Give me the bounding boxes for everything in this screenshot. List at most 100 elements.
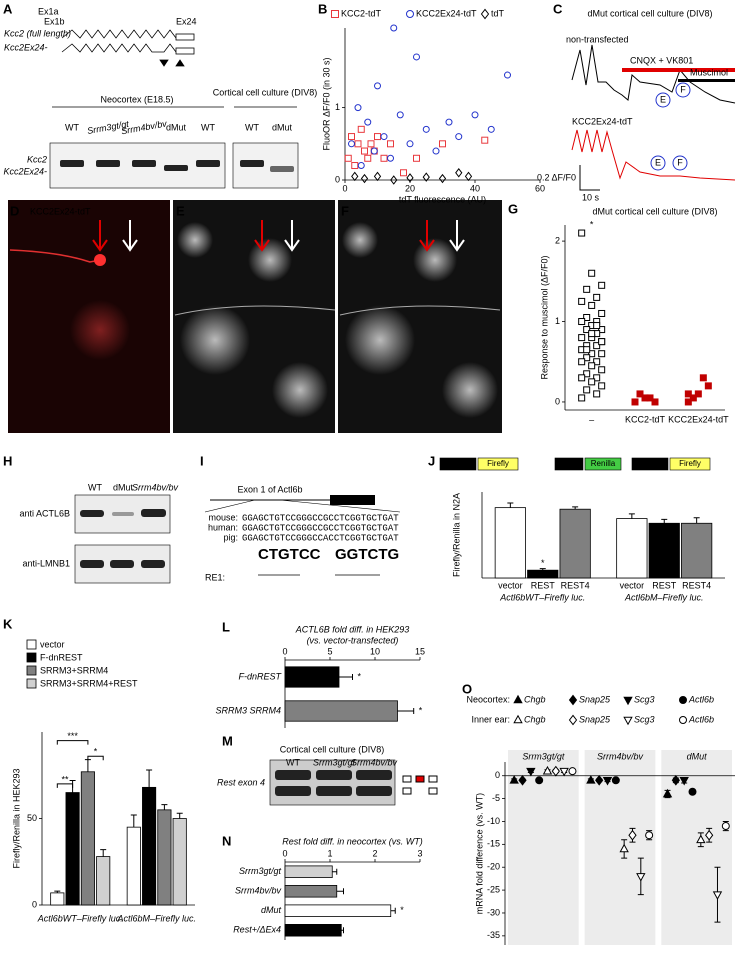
point: [583, 285, 591, 293]
logo: GGTCTG: [335, 546, 399, 563]
bar: [648, 522, 680, 579]
bar: [172, 818, 187, 906]
gel-bands: [60, 160, 294, 172]
x-tick-label: 2: [372, 848, 377, 858]
legend-swatch: [26, 665, 37, 676]
x-tick-label: 1: [327, 848, 332, 858]
band-label: Kcc2: [27, 154, 47, 164]
legend-marker: [679, 716, 687, 724]
y-axis-label: mRNA fold difference (vs. WT): [474, 793, 484, 914]
marker-ring: [672, 155, 688, 171]
legend-label: Scg3: [634, 714, 655, 724]
legend-label: KCC2-tdT: [341, 8, 382, 18]
construct-box: [554, 457, 584, 471]
point: [357, 125, 365, 133]
point: [455, 168, 463, 178]
bar-label: REST4: [561, 580, 590, 590]
bar-label: vector: [498, 580, 523, 590]
gene-structure: [61, 29, 195, 67]
point: [487, 125, 495, 133]
bar: [559, 508, 591, 579]
point: [351, 162, 359, 170]
y-tick-label: -5: [492, 793, 500, 803]
point: [432, 147, 440, 155]
subtitle: (vs. vector-transfected): [307, 635, 399, 645]
point: [526, 767, 536, 777]
error-bar: [628, 513, 635, 519]
error-bar: [332, 868, 338, 875]
legend-swatch: [26, 639, 37, 650]
point: [535, 776, 544, 785]
trace: [571, 129, 736, 181]
title: dMut cortical cell culture (DIV8): [587, 8, 712, 18]
legend-marker: [568, 714, 578, 726]
species-label: pig:: [223, 532, 238, 542]
bar: [284, 885, 338, 898]
scale-bar: [579, 165, 600, 191]
bar: [50, 892, 65, 906]
point: [578, 318, 586, 326]
panel-label: E: [176, 203, 185, 218]
transcript-label: Kcc2Ex24-: [4, 42, 48, 52]
cells: [174, 222, 501, 418]
drug-bar: [622, 68, 735, 72]
x-tick-label: 15: [415, 646, 425, 656]
error-bar: [397, 708, 415, 714]
legend-label: SRRM3+SRRM4+REST: [40, 678, 138, 688]
group-label: Srrm3gt/gt: [522, 751, 565, 761]
point: [588, 378, 596, 386]
error-bar: [661, 518, 668, 524]
y-axis-label: Response to muscimol (ΔF/F0): [539, 255, 549, 379]
exon: [330, 495, 375, 505]
y-tick-label: F-dnREST: [238, 671, 282, 681]
point: [390, 24, 398, 32]
drug-label: CNQX + VK801: [630, 55, 693, 65]
title: ACTL6B fold diff. in HEK293: [295, 624, 410, 634]
point: [598, 326, 606, 334]
bar: [284, 700, 398, 722]
point: [704, 382, 712, 390]
point: [598, 350, 606, 358]
point: [374, 82, 381, 90]
point: [360, 173, 369, 184]
point: [712, 891, 723, 900]
point: [578, 297, 586, 305]
annotation: *: [590, 219, 594, 229]
image-label: KCC2Ex24-tdT: [30, 206, 91, 216]
construct-label: Actl6bWT: [440, 459, 477, 468]
legend-title: Neocortex:: [466, 694, 510, 704]
panel-label: F: [341, 203, 349, 218]
point: [696, 834, 706, 844]
error-bar: [341, 927, 344, 934]
error-bar: [539, 568, 546, 571]
construct-label: Firefly: [487, 459, 509, 468]
x-tick-label: 5: [327, 646, 332, 656]
legend-swatch: [26, 678, 37, 689]
legend-label: Snap25: [579, 694, 611, 704]
point: [348, 133, 355, 141]
x-tick-label: 40: [470, 183, 480, 193]
legend-label: Scg3: [634, 694, 655, 704]
point: [438, 173, 447, 184]
bar: [284, 924, 342, 937]
exon-label: Ex1b: [44, 16, 65, 26]
point: [588, 330, 596, 338]
error-bar: [572, 506, 579, 510]
point: [593, 390, 601, 398]
legend-marker: [679, 696, 687, 704]
point: [445, 118, 453, 126]
point: [344, 154, 352, 162]
x-tick-label: 0: [282, 646, 287, 656]
legend-label: Actl6b: [688, 694, 714, 704]
bar: [65, 792, 80, 906]
band-label: Kcc2Ex24-: [3, 166, 47, 176]
panel-label: L: [222, 619, 230, 634]
point: [636, 390, 644, 398]
group-background: [584, 750, 656, 945]
exon-label: Ex1a: [38, 6, 59, 16]
point: [593, 374, 601, 382]
point: [598, 281, 606, 289]
construct-box: [631, 457, 669, 471]
point: [593, 358, 601, 366]
point: [583, 354, 591, 362]
